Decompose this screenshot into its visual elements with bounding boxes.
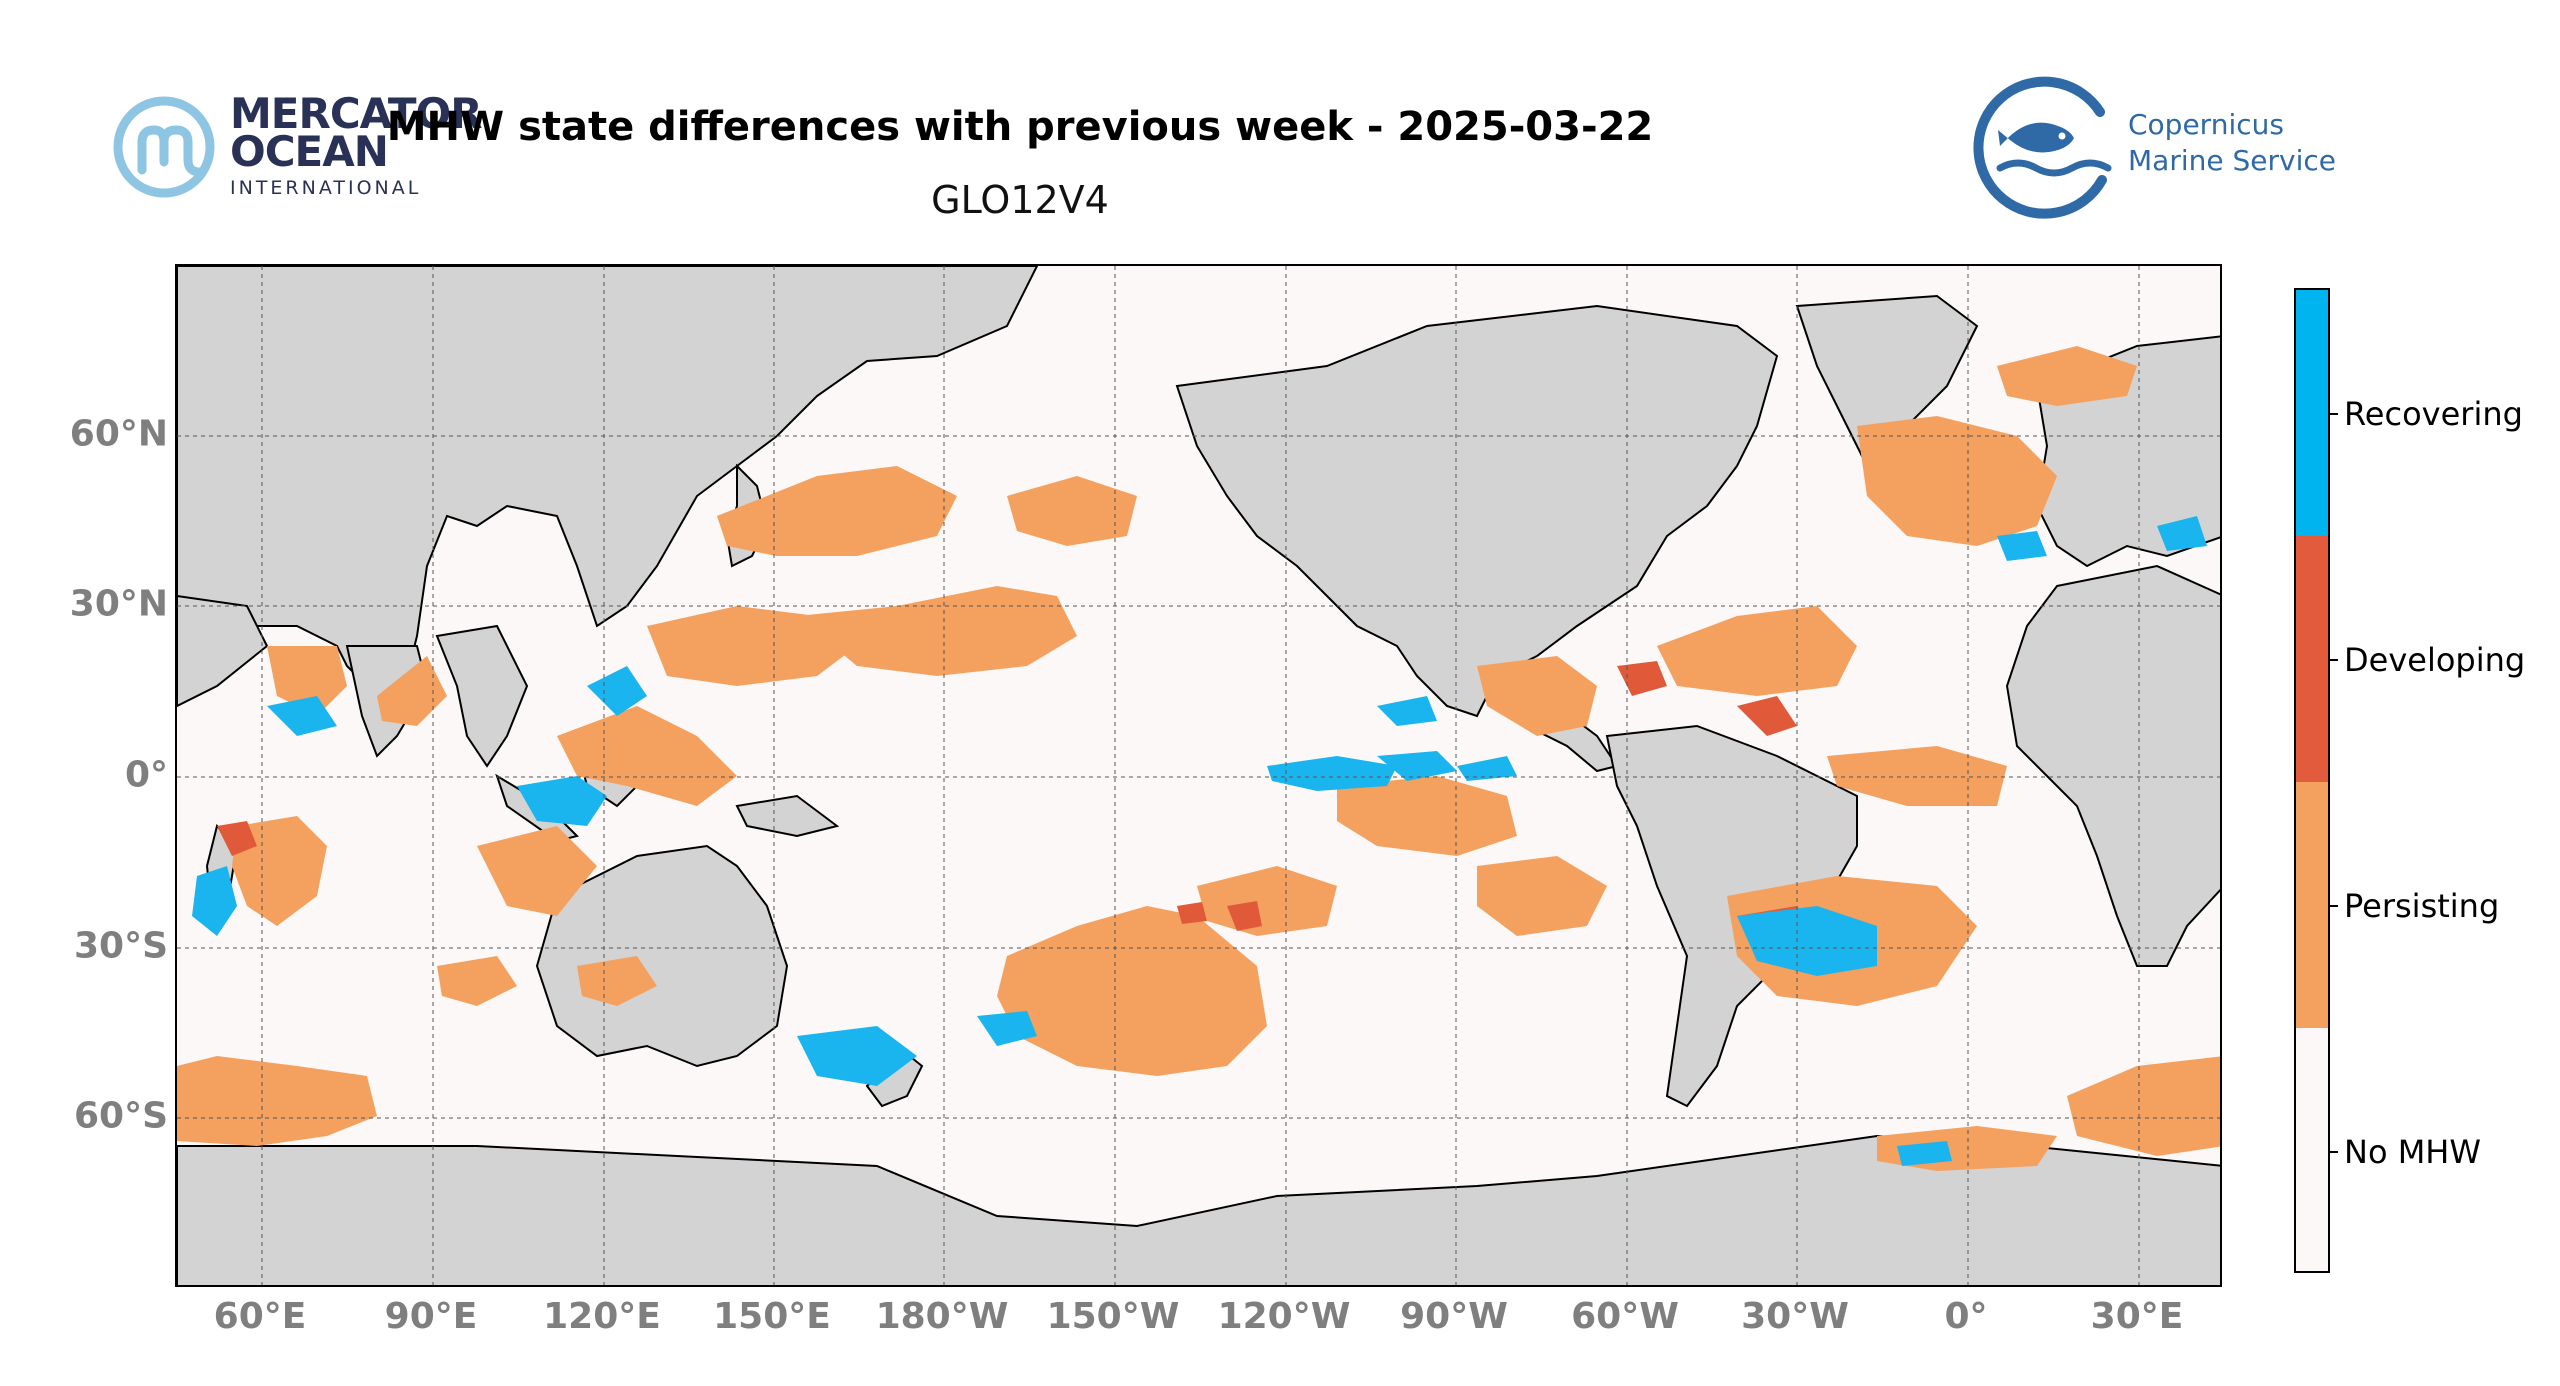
colorbar-tick xyxy=(2330,659,2338,661)
colorbar-persisting xyxy=(2296,782,2328,1028)
lon-label-90e: 90°E xyxy=(384,1296,478,1337)
recovering-layer xyxy=(192,516,2207,1166)
recovering-patch xyxy=(1377,696,1437,726)
persisting-patch xyxy=(1477,856,1607,936)
developing-patch xyxy=(1227,901,1262,931)
logo-left-line3: INTERNATIONAL xyxy=(230,177,422,199)
persisting-patch xyxy=(1197,866,1337,936)
copernicus-fish-icon xyxy=(1973,76,2112,219)
lon-label-0: 0° xyxy=(1944,1296,1988,1337)
logo-right-line2: Marine Service xyxy=(2128,144,2336,177)
copernicus-logo: Copernicus Marine Service xyxy=(1970,72,2350,222)
chart-subtitle: GLO12V4 xyxy=(931,178,1109,222)
lon-label-150e: 150°E xyxy=(713,1296,831,1337)
lon-label-30e: 30°E xyxy=(2090,1296,2184,1337)
lon-label-60e: 60°E xyxy=(213,1296,307,1337)
lon-label-90w: 90°W xyxy=(1400,1296,1508,1337)
developing-patch xyxy=(217,821,257,856)
lon-label-60w: 60°W xyxy=(1571,1296,1679,1337)
logo-right-line1: Copernicus xyxy=(2128,108,2284,141)
persisting-patch xyxy=(577,956,657,1006)
developing-patch xyxy=(1617,661,1667,696)
logo-left-line2: OCEAN xyxy=(230,127,389,176)
logo-left-line1: MERCATOR xyxy=(230,89,483,138)
land-indochina xyxy=(435,624,529,768)
persisting-patch xyxy=(1657,606,1857,696)
lat-label-60s: 60°S xyxy=(73,1095,168,1137)
colorbar-label-no-mhw: No MHW xyxy=(2344,1133,2481,1171)
persisting-patch xyxy=(267,646,347,716)
persisting-patch xyxy=(477,826,597,916)
recovering-patch xyxy=(977,1011,1037,1046)
recovering-patch xyxy=(1377,751,1457,781)
chart-title: MHW state differences with previous week… xyxy=(386,104,1654,150)
recovering-patch xyxy=(517,776,607,826)
persisting-patch xyxy=(1007,476,1137,546)
recovering-patch xyxy=(2157,516,2207,551)
persisting-patch xyxy=(1827,746,2007,806)
colorbar-label-persisting: Persisting xyxy=(2344,887,2500,925)
colorbar-tick xyxy=(2330,1151,2338,1153)
persisting-patch xyxy=(1477,656,1597,736)
recovering-patch xyxy=(1457,756,1517,781)
colorbar xyxy=(2294,288,2330,1273)
persisting-patch xyxy=(2067,1056,2220,1156)
land-australia xyxy=(535,844,789,1068)
colorbar-no-mhw xyxy=(2296,1028,2328,1271)
persisting-patch xyxy=(717,466,957,556)
lon-label-30w: 30°W xyxy=(1741,1296,1849,1337)
colorbar-recovering xyxy=(2296,290,2328,536)
persisting-patch xyxy=(377,656,447,726)
lon-label-120w: 120°W xyxy=(1217,1296,1351,1337)
land-north-america xyxy=(1175,304,1779,718)
persisting-patch xyxy=(997,906,1267,1076)
developing-patch xyxy=(1177,902,1207,924)
land-antarctica xyxy=(177,1134,2220,1285)
lat-label-30n: 30°N xyxy=(69,583,168,625)
colorbar-tick xyxy=(2330,905,2338,907)
lat-label-30s: 30°S xyxy=(73,925,168,967)
persisting-patch xyxy=(1337,776,1517,856)
colorbar-tick xyxy=(2330,413,2338,415)
recovering-patch xyxy=(1897,1141,1952,1166)
recovering-patch xyxy=(1997,531,2047,561)
lon-label-150w: 150°W xyxy=(1046,1296,1180,1337)
land-arabia xyxy=(177,594,269,708)
persisting-patch xyxy=(797,586,1077,676)
recovering-patch xyxy=(1267,756,1397,791)
lat-label-equator: 0° xyxy=(124,754,168,796)
recovering-patch xyxy=(1737,906,1877,976)
colorbar-label-recovering: Recovering xyxy=(2344,395,2523,433)
map-canvas xyxy=(177,266,2220,1285)
developing-patch xyxy=(1737,696,1797,736)
grid-layer xyxy=(177,266,2220,1285)
mercator-wave-icon xyxy=(113,96,215,198)
colorbar-developing xyxy=(2296,536,2328,782)
persisting-patch xyxy=(1857,416,2057,546)
land-africa xyxy=(2005,564,2220,967)
persisting-patch xyxy=(177,1056,377,1146)
land-asia xyxy=(177,266,1039,698)
colorbar-label-developing: Developing xyxy=(2344,641,2526,679)
lon-label-180w: 180°W xyxy=(875,1296,1009,1337)
lat-label-60n: 60°N xyxy=(69,413,168,455)
map-panel[interactable] xyxy=(175,264,2222,1287)
persisting-patch xyxy=(437,956,517,1006)
persisting-patch xyxy=(1997,346,2137,406)
mercator-ocean-logo: MERCATOR OCEAN INTERNATIONAL xyxy=(112,92,483,202)
recovering-patch xyxy=(267,696,337,736)
recovering-patch xyxy=(797,1026,917,1086)
recovering-patch xyxy=(587,666,647,716)
land-newguinea xyxy=(735,794,840,838)
lon-label-120e: 120°E xyxy=(543,1296,661,1337)
recovering-patch xyxy=(192,866,237,936)
persisting-patch xyxy=(557,706,737,806)
persisting-patch xyxy=(647,606,857,686)
